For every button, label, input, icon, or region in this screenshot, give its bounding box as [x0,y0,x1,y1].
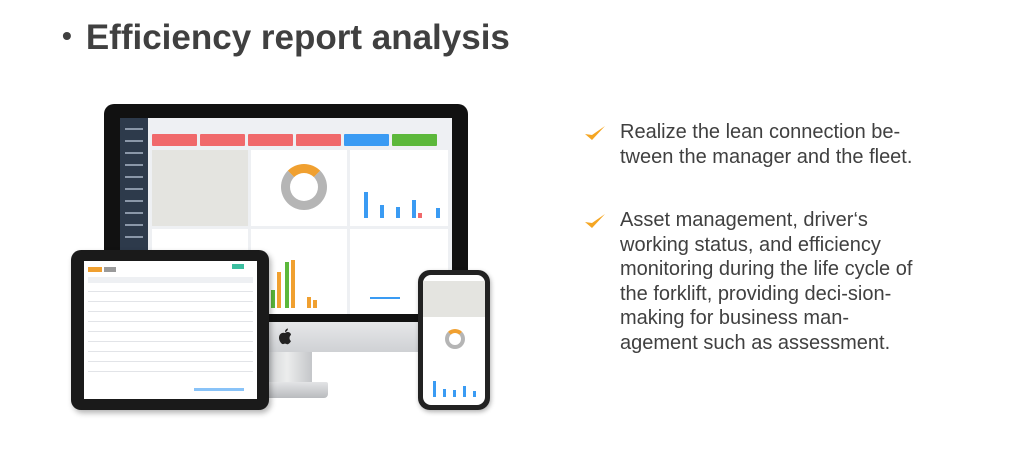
bullet-text: Asset management, driver‘s working statu… [620,209,913,354]
bullet-dot: • [62,20,72,51]
bullet-item: Asset management, driver‘s working statu… [584,208,914,355]
bullet-item: Realize the lean connection be-tween the… [584,120,914,169]
check-icon [585,214,605,228]
apple-logo-icon [279,328,291,345]
title-text: Efficiency report analysis [85,18,510,57]
check-icon [585,126,605,140]
phone-mockup [418,270,490,410]
desktop-mockup [104,104,468,324]
table-screenshot [84,261,257,399]
dashboard-screenshot [120,118,452,314]
bullet-list: Realize the lean connection be-tween the… [584,120,914,394]
bullet-text: Realize the lean connection be-tween the… [620,121,913,168]
mobile-screenshot [423,275,485,405]
tablet-mockup [71,250,269,410]
desktop-stand [262,352,312,384]
slide-title: • Efficiency report analysis [62,18,510,58]
